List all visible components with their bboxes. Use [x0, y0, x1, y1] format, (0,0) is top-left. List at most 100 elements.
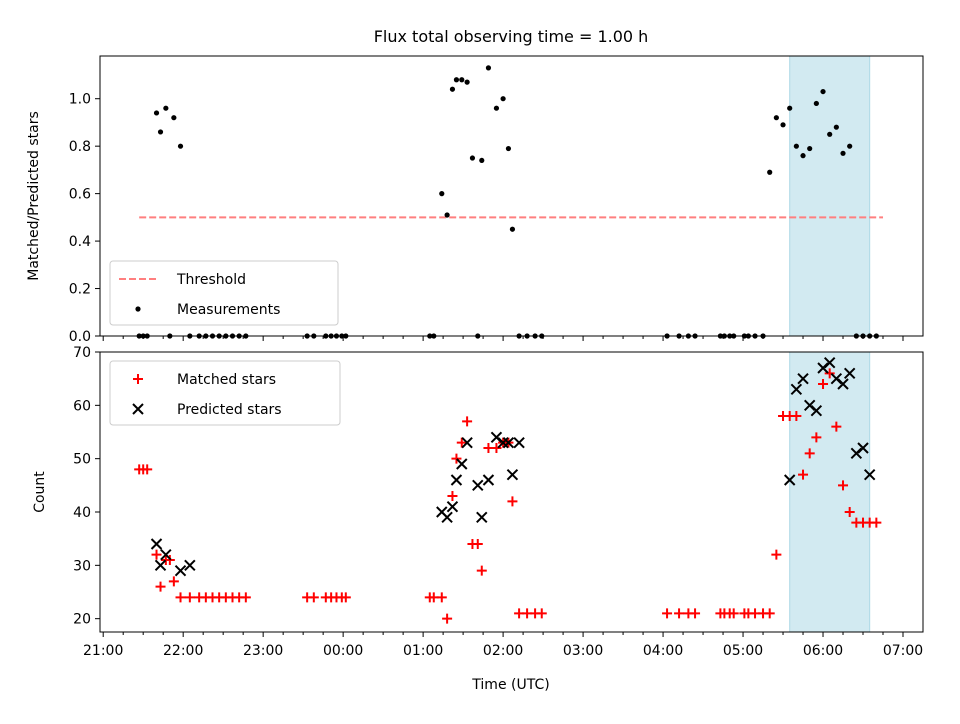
matched-star-point [451, 453, 462, 464]
measurement-point [787, 105, 793, 111]
measurement-point [177, 143, 184, 149]
matched-star-point [472, 539, 483, 549]
figure-title: Flux total observing time = 1.00 h [374, 27, 649, 46]
measurement-point [840, 150, 846, 156]
axes-frame [99, 55, 924, 337]
measurement-point [500, 96, 506, 102]
legend-entry-label: Predicted stars [177, 402, 282, 418]
y-tick-label: 0.8 [69, 139, 91, 155]
predicted-star-point [476, 511, 488, 524]
matched-star-point [476, 565, 487, 576]
predicted-star-point [450, 474, 463, 486]
matched-star-point [536, 608, 547, 619]
measurement-point [485, 65, 492, 71]
predicted-star-point [823, 356, 836, 369]
x-tick-label: 01:00 [403, 643, 443, 659]
measurement-point [773, 115, 779, 121]
predicted-star-point [502, 436, 515, 449]
bottom-panel: 20 30 40 50 60 70 21:00 22:00 23:00 00:00 01:00 02:… [73, 345, 924, 659]
matched-star-point [184, 592, 195, 603]
measurement-point [827, 131, 833, 137]
matched-star-point [690, 608, 701, 619]
predicted-star-point [857, 442, 869, 454]
measurement-point [163, 105, 169, 111]
y-tick-label: 50 [73, 452, 91, 468]
matched-star-point [804, 448, 815, 459]
legend-entry-label: Matched stars [177, 372, 276, 388]
axes-frame [99, 351, 924, 633]
y-tick-label: 40 [73, 505, 91, 521]
y-tick-label: 20 [73, 612, 91, 628]
matched-star-point [674, 608, 685, 619]
matched-star-point [831, 421, 842, 432]
bottom-ylabel: Count [32, 471, 48, 513]
x-tick-label: 04:00 [643, 643, 683, 659]
measurement-point [439, 191, 445, 197]
y-tick-label: 0.0 [69, 329, 91, 345]
matched-star-point [824, 368, 835, 379]
measurement-point [444, 212, 450, 218]
x-tick-label: 06:00 [803, 643, 843, 659]
matched-star-point [240, 592, 251, 603]
x-tick-label: 02:00 [483, 643, 523, 659]
predicted-star-point [441, 511, 453, 524]
predicted-star-point [184, 559, 196, 572]
predicted-star-point [843, 367, 856, 380]
measurement-point [807, 145, 813, 152]
measurement-point [847, 143, 853, 149]
measurement-point [449, 86, 456, 92]
matched-star-point [462, 416, 473, 427]
matched-star-point [142, 464, 153, 475]
predicted-star-point [461, 436, 473, 449]
predicted-star-point [810, 404, 823, 417]
x-tick-label: 23:00 [243, 643, 283, 659]
matched-star-point [811, 432, 822, 443]
legend-entry-label: Threshold [176, 272, 246, 288]
matched-star-point [662, 608, 673, 619]
predicted-star-point [472, 479, 484, 492]
highlight-band [789, 55, 871, 337]
matched-star-point [798, 469, 809, 480]
legend-predicted-swatch [132, 403, 144, 415]
legend-matched-swatch [133, 374, 143, 384]
x-tick-label: 07:00 [883, 643, 923, 659]
highlight-band [789, 351, 871, 633]
matched-star-point [491, 443, 502, 453]
matched-star-point [340, 592, 351, 603]
y-tick-label: 0.4 [69, 234, 91, 250]
matched-star-point [447, 491, 458, 501]
matched-star-point [151, 549, 162, 560]
predicted-star-point [863, 468, 876, 481]
y-tick-label: 30 [73, 558, 91, 574]
predicted-star-point [837, 378, 849, 390]
measurement-point [153, 110, 160, 116]
matched-star-point [844, 507, 855, 517]
x-tick-label: 03:00 [563, 643, 603, 659]
measurement-point [453, 77, 460, 83]
measurement-point [780, 122, 786, 128]
predicted-star-point [797, 372, 809, 385]
measurement-point [833, 124, 839, 130]
legend: Matched stars Predicted stars [109, 360, 341, 426]
predicted-star-point [446, 500, 459, 513]
predicted-star-point [154, 559, 167, 572]
legend: Threshold Measurements [109, 260, 339, 326]
y-tick-label: 60 [73, 398, 91, 414]
y-tick-label: 70 [73, 345, 91, 361]
measurement-point [171, 115, 177, 121]
measurement-point [813, 100, 819, 107]
matched-star-point [764, 608, 775, 619]
predicted-star-point [160, 548, 172, 561]
measurement-point [505, 145, 512, 152]
y-tick-label: 0.2 [69, 282, 91, 298]
predicted-star-point [783, 474, 796, 486]
predicted-star-point [506, 468, 519, 481]
y-tick-label: 0.6 [69, 187, 91, 203]
predicted-star-point [150, 538, 163, 550]
matched-star-point [791, 411, 802, 421]
matched-star-point [155, 581, 166, 592]
x-tick-label: 21:00 [83, 643, 123, 659]
measurement-point [793, 143, 799, 149]
x-axis-label: Time (UTC) [471, 677, 549, 693]
